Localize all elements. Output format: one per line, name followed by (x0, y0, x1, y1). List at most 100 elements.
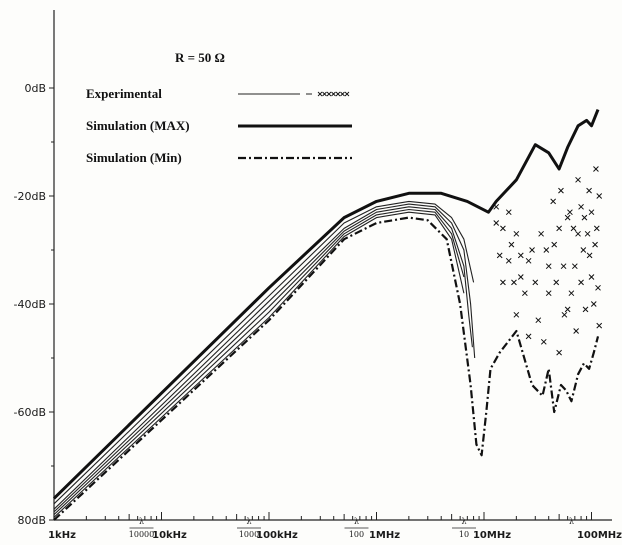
experimental-point (593, 166, 599, 172)
experimental-point (558, 187, 564, 194)
experimental-point (564, 214, 571, 221)
experimental-point (578, 279, 584, 286)
experimental-point (513, 230, 520, 237)
experimental-point (564, 306, 571, 313)
experimental-point (596, 322, 603, 329)
experimental-point (513, 311, 520, 318)
experimental-point (532, 279, 539, 286)
experimental-point (556, 349, 562, 356)
series-line-simulation-min- (53, 216, 600, 521)
x-tick-label: 1MHz (369, 530, 400, 541)
experimental-point (580, 247, 587, 253)
legend-label-simulation-min: Simulation (Min) (86, 150, 182, 165)
x-fraction-denominator: 1000 (239, 530, 259, 539)
x-fraction-denominator: 100 (349, 530, 364, 539)
legend-sample-cross (331, 91, 336, 97)
series-line-experimental-4 (53, 208, 465, 516)
legend-sample-cross (317, 91, 323, 97)
experimental-point (567, 209, 573, 216)
x-fraction-numerator: λ (569, 517, 574, 526)
experimental-point (500, 279, 506, 286)
experimental-point (581, 214, 588, 221)
parameter-label: R = 50 Ω (175, 50, 225, 65)
experimental-point (584, 230, 591, 237)
series-layer (52, 109, 600, 521)
experimental-point (538, 230, 544, 237)
experimental-point (556, 225, 562, 232)
experimental-point (593, 225, 600, 232)
experimental-point (561, 311, 568, 318)
experimental-point (553, 279, 560, 286)
y-tick-label: 0dB (24, 82, 46, 95)
experimental-point (493, 203, 500, 210)
experimental-point (590, 301, 597, 307)
experimental-point (592, 241, 598, 248)
x-fraction-denominator: 10000 (129, 530, 154, 539)
y-tick-label: -60dB (14, 406, 47, 419)
experimental-point (578, 203, 584, 210)
y-tick-label: -20dB (14, 190, 47, 203)
experimental-point (525, 333, 532, 340)
legend-sample-cross (335, 91, 341, 97)
legend: R = 50 Ω Experimental Simulation (MAX) S… (86, 50, 352, 165)
x-fraction-denominator: 10 (459, 530, 469, 539)
experimental-point (586, 187, 592, 194)
experimental-point (575, 230, 581, 237)
experimental-point (588, 209, 595, 216)
y-tick-label: -40dB (14, 298, 47, 311)
x-tick-label: 1kHz (48, 530, 76, 541)
experimental-point (570, 225, 577, 232)
legend-label-experimental: Experimental (86, 86, 162, 101)
experimental-point (545, 263, 552, 270)
experimental-point (571, 263, 578, 270)
experimental-point (517, 274, 524, 280)
experimental-point (586, 252, 593, 259)
experimental-point (522, 290, 528, 297)
experimental-point (535, 317, 542, 324)
experimental-point (496, 252, 503, 259)
experimental-point (543, 247, 550, 253)
x-fraction-numerator: λ (139, 517, 144, 526)
legend-sample-cross (340, 91, 345, 97)
x-tick-label: 10kHz (152, 530, 187, 541)
x-tick-label: 100kHz (256, 530, 298, 541)
experimental-point (505, 209, 512, 216)
series-line-experimental-2 (53, 203, 476, 510)
x-tick-label: 100MHz (577, 530, 622, 541)
experimental-point (560, 263, 567, 270)
series-line-simulation-max- (52, 109, 600, 500)
experimental-point (545, 290, 552, 297)
y-tick-label: 80dB (17, 514, 46, 527)
series-line-experimental-1 (53, 200, 475, 505)
experimental-point (582, 306, 589, 313)
experimental-point (550, 198, 557, 205)
experimental-point (517, 252, 524, 259)
experimental-point (500, 225, 506, 232)
experimental-point (511, 279, 517, 286)
experimental-point (540, 338, 547, 345)
legend-label-simulation-max: Simulation (MAX) (86, 118, 190, 133)
experimental-point (529, 247, 535, 253)
experimental-point (596, 193, 603, 199)
experimental-point (573, 328, 580, 334)
x-fraction-numerator: λ (246, 517, 251, 526)
legend-sample-cross (322, 91, 327, 97)
legend-sample-cross (344, 91, 350, 97)
experimental-point (595, 284, 601, 291)
experimental-point (588, 274, 595, 280)
x-fraction-numerator: λ (461, 517, 466, 526)
x-tick-label: 10MHz (473, 530, 511, 541)
legend-sample-cross (326, 91, 332, 97)
experimental-point (551, 241, 558, 248)
experimental-point (575, 176, 581, 183)
series-line-experimental-3 (53, 206, 473, 513)
experimental-point (505, 257, 512, 264)
experimental-crosses (493, 166, 603, 356)
series-line-experimental-5 (53, 211, 465, 518)
experimental-point (568, 290, 575, 297)
experimental-point (493, 220, 500, 226)
experimental-point (525, 257, 532, 264)
